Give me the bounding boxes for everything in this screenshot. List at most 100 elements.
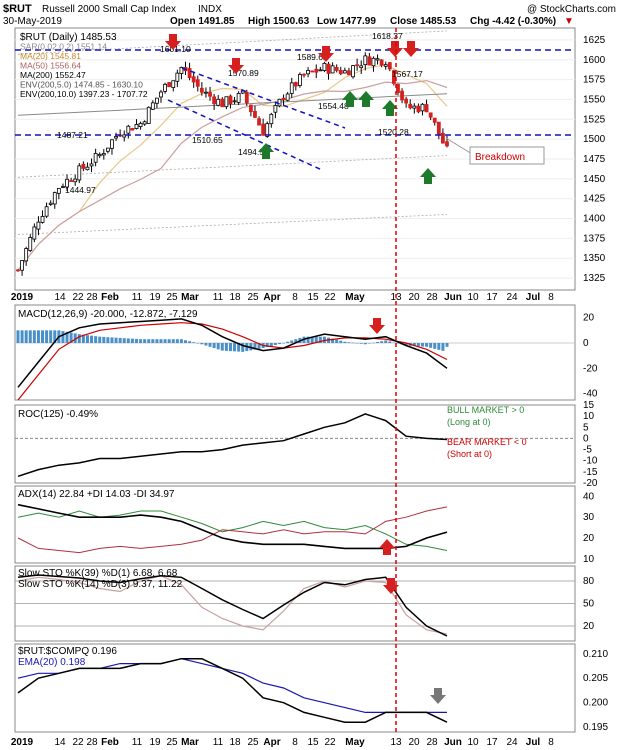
candle-body — [163, 83, 167, 92]
y-tick-label: -40 — [583, 389, 598, 400]
candle-body — [24, 248, 29, 262]
macd-histogram-bar — [233, 343, 237, 352]
macd-histogram-bar — [441, 343, 445, 351]
gray-down-arrow-icon — [430, 688, 446, 704]
candle-body — [375, 58, 380, 61]
x-tick-label: 19 — [149, 737, 161, 748]
candle-body — [204, 91, 208, 94]
x-tick-label: Jun — [444, 737, 462, 748]
candle-body — [334, 67, 339, 71]
ratio-line — [17, 657, 448, 723]
x-tick-label: 20 — [408, 292, 420, 303]
price-candles — [16, 52, 449, 276]
macd-histogram-bar — [159, 339, 163, 343]
y-tick-label: 1525 — [583, 114, 606, 125]
candle-body — [146, 106, 151, 124]
macd-histogram-bar — [437, 343, 441, 350]
candle-body — [281, 97, 286, 100]
green-up-arrow-icon — [420, 168, 436, 184]
x-tick-label: 2019 — [11, 737, 34, 748]
x-tick-label: 13 — [390, 737, 402, 748]
sto-fast-line — [17, 575, 448, 635]
roc-content — [15, 413, 575, 478]
candle-body — [232, 100, 237, 103]
macd-histogram-bar — [286, 341, 290, 343]
macd-histogram-bar — [277, 343, 281, 345]
macd-histogram-bar — [388, 341, 392, 343]
candle-body — [253, 111, 257, 118]
candle-body — [248, 104, 253, 113]
adx-content — [17, 503, 448, 554]
macd-histogram-bar — [363, 343, 367, 345]
sto-content — [15, 574, 575, 637]
arrow-markers — [165, 34, 436, 184]
candle-body — [56, 188, 61, 194]
exchange-label: INDX — [198, 4, 222, 15]
macd-histogram-bar — [335, 339, 339, 343]
macd-histogram-bar — [45, 330, 49, 343]
macd-histogram-bar — [28, 330, 32, 343]
candle-body — [159, 91, 163, 98]
candle-body — [187, 68, 192, 79]
y-tick-label: 40 — [583, 491, 595, 502]
x-tick-label: 2019 — [11, 292, 34, 303]
open-value: Open 1491.85 — [170, 16, 235, 27]
candle-body — [69, 180, 74, 183]
x-tick-label: Feb — [101, 737, 119, 748]
macd-histogram-bar — [241, 343, 245, 352]
macd-histogram-bar — [429, 343, 433, 348]
candle-body — [298, 74, 302, 86]
candle-body — [277, 98, 282, 107]
candle-body — [420, 103, 425, 112]
macd-histogram-bar — [32, 330, 36, 343]
macd-histogram-bar — [196, 343, 200, 344]
macd-histogram-bar — [228, 343, 232, 352]
y-tick-label: 1475 — [583, 154, 606, 165]
sto-panel: Slow STO %K(39) %D(1) 6.68, 6.68 Slow ST… — [14, 565, 595, 642]
y-tick-label: 0.195 — [583, 722, 608, 733]
candle-body — [220, 98, 225, 108]
roc-panel: ROC(125) -0.49% BULL MARKET > 0 (Long at… — [14, 400, 598, 489]
x-tick-label: 8 — [548, 292, 554, 303]
red-down-arrow-icon — [165, 34, 181, 50]
candle-body — [285, 93, 290, 101]
x-tick-label: 22 — [72, 292, 84, 303]
macd-histogram-bar — [224, 343, 228, 351]
x-tick-label: 14 — [54, 292, 66, 303]
red-up-arrow-icon — [379, 539, 395, 555]
candle-body — [65, 178, 69, 188]
adx-panel: ADX(14) 22.84 +DI 14.03 -DI 34.97 40 30 20… — [14, 485, 595, 565]
macd-histogram-bar — [73, 333, 77, 343]
candle-body — [265, 123, 270, 137]
candle-body — [44, 206, 49, 217]
x-tick-label: 8 — [548, 737, 554, 748]
candle-body — [48, 202, 53, 205]
candle-body — [114, 136, 118, 139]
macd-histogram-bar — [208, 343, 212, 347]
roc-line — [17, 413, 448, 478]
candle-body — [28, 237, 33, 251]
macd-histogram-bar — [200, 343, 204, 345]
y-tick-label: 0 — [583, 433, 589, 444]
sto-y-axis: 80 50 20 — [583, 576, 595, 632]
x-tick-label: 10 — [467, 737, 479, 748]
candle-body — [326, 63, 331, 74]
candle-body — [16, 269, 20, 272]
macd-histogram-bar — [167, 339, 171, 343]
red-down-arrow-icon — [383, 578, 399, 594]
x-tick-label: Mar — [181, 292, 199, 303]
x-tick-label: Feb — [101, 292, 119, 303]
ratio-legend-2: EMA(20) 0.198 — [18, 657, 86, 668]
red-down-arrow-icon — [403, 41, 419, 57]
macd-histogram-bar — [122, 338, 126, 343]
candle-body — [81, 163, 86, 169]
candle-body — [436, 121, 441, 135]
x-tick-label: 19 — [149, 292, 161, 303]
macd-histogram-bar — [343, 341, 347, 343]
candle-body — [306, 70, 310, 75]
candle-body — [224, 96, 229, 108]
macd-histogram-bar — [404, 343, 408, 346]
plus-di-line — [17, 510, 448, 551]
y-tick-label: 1325 — [583, 273, 606, 284]
